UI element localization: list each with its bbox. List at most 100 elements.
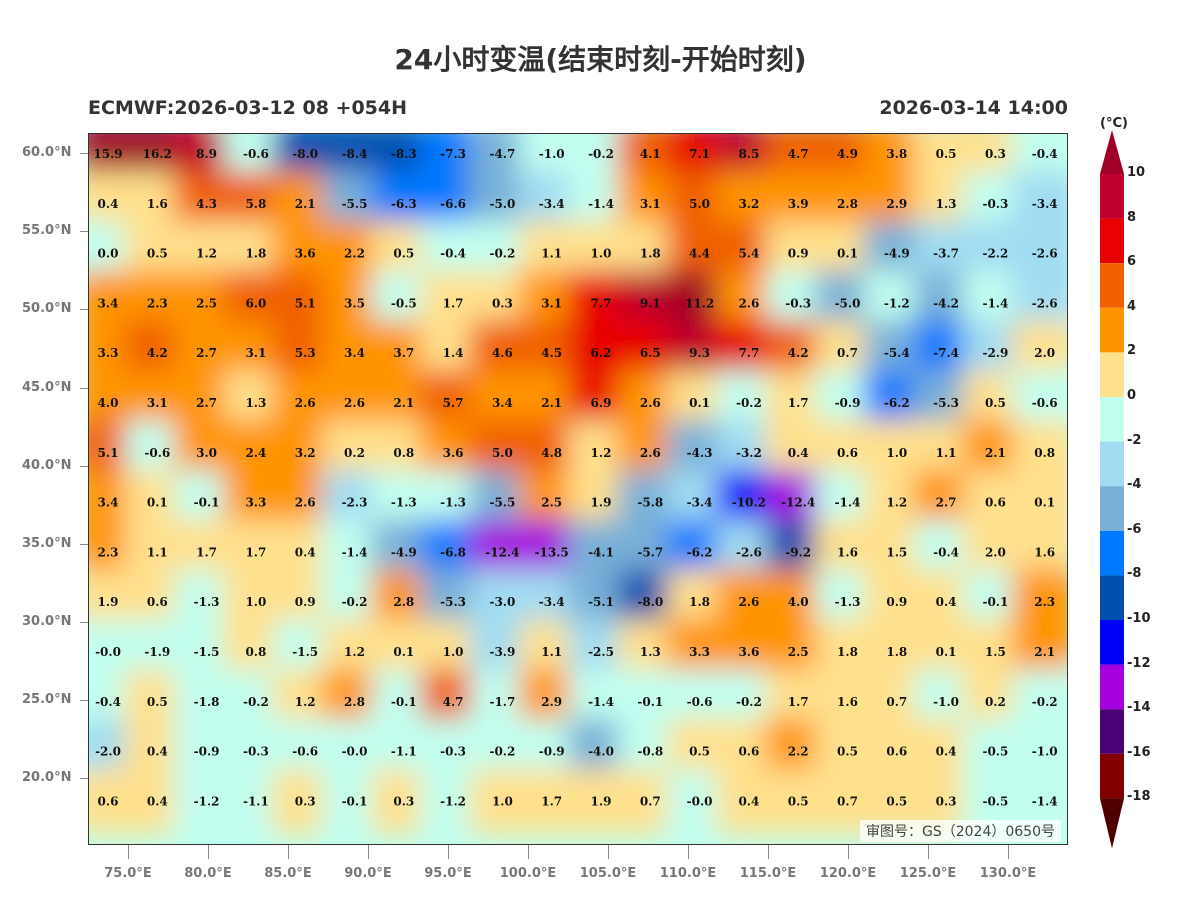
grid-value: 8.5 xyxy=(738,147,759,161)
lon-tick xyxy=(128,845,129,859)
grid-value: 9.1 xyxy=(640,296,661,310)
grid-value: -0.1 xyxy=(391,695,417,709)
grid-value: 1.2 xyxy=(344,645,365,659)
grid-value: 1.3 xyxy=(640,645,661,659)
grid-value: -2.3 xyxy=(342,496,368,510)
grid-value: -6.2 xyxy=(884,396,910,410)
grid-value: -0.9 xyxy=(194,745,220,759)
colorbar-unit: (°C) xyxy=(1100,116,1128,131)
grid-value: -0.2 xyxy=(489,247,515,261)
grid-value: 1.1 xyxy=(541,247,562,261)
colorbar-segment xyxy=(1100,307,1124,353)
lon-tick xyxy=(288,845,289,859)
grid-value: -1.3 xyxy=(391,496,417,510)
grid-value: -3.9 xyxy=(489,645,515,659)
colorbar-segment xyxy=(1100,664,1124,710)
grid-value: 1.8 xyxy=(640,247,661,261)
grid-value: -0.6 xyxy=(1032,396,1058,410)
grid-value: -0.0 xyxy=(95,645,121,659)
grid-value: -8.4 xyxy=(342,147,368,161)
grid-value: 4.9 xyxy=(837,147,858,161)
lon-label: 120.0°E xyxy=(819,866,877,881)
grid-value: 0.4 xyxy=(98,197,119,211)
colorbar-label: 4 xyxy=(1127,298,1137,314)
lon-label: 95.0°E xyxy=(424,866,472,881)
grid-value: 3.5 xyxy=(344,296,365,310)
grid-value: -0.6 xyxy=(144,446,170,460)
map-title: 24小时变温(结束时刻-开始时刻) xyxy=(394,43,807,76)
grid-value: -2.6 xyxy=(736,545,762,559)
lon-label: 105.0°E xyxy=(579,866,637,881)
colorbar-segment xyxy=(1100,530,1124,576)
colorbar-segment xyxy=(1100,575,1124,620)
grid-value: 0.1 xyxy=(393,645,414,659)
grid-value: -1.2 xyxy=(440,794,466,808)
lon-tick xyxy=(848,845,849,859)
colorbar-under-arrow xyxy=(1100,798,1124,849)
grid-value: 1.6 xyxy=(147,197,168,211)
grid-value: 0.5 xyxy=(837,745,858,759)
grid-value: -0.1 xyxy=(342,794,368,808)
lat-label: 35.0°N xyxy=(22,535,72,551)
grid-value: -0.4 xyxy=(95,695,121,709)
grid-value: 3.1 xyxy=(245,346,266,360)
grid-value: 3.4 xyxy=(98,296,119,310)
grid-value: -0.4 xyxy=(933,545,959,559)
grid-value: -8.0 xyxy=(292,147,318,161)
grid-value: 2.5 xyxy=(196,296,217,310)
lat-label: 55.0°N xyxy=(22,223,72,239)
lat-label: 60.0°N xyxy=(22,145,72,161)
grid-value: 0.3 xyxy=(492,296,513,310)
grid-value: -1.7 xyxy=(489,695,515,709)
grid-value: -5.4 xyxy=(884,346,910,360)
grid-value: 2.9 xyxy=(541,695,562,709)
grid-value: 2.1 xyxy=(1034,645,1055,659)
lon-label: 110.0°E xyxy=(659,866,717,881)
lon-label: 80.0°E xyxy=(184,866,232,881)
grid-value: 0.7 xyxy=(837,346,858,360)
grid-value: 2.1 xyxy=(295,197,316,211)
grid-value: 2.6 xyxy=(738,296,759,310)
grid-value: 0.5 xyxy=(985,396,1006,410)
grid-value: 3.4 xyxy=(492,396,513,410)
grid-values: 15.9 16.2 8.9 -0.6 -8.0 -8.4 -8.3 -7.3 -4.7 -1.0 -… xyxy=(93,147,1057,808)
grid-value: -0.2 xyxy=(342,595,368,609)
grid-value: 6.2 xyxy=(591,346,612,360)
colorbar-segment xyxy=(1100,397,1124,442)
grid-value: -1.5 xyxy=(194,645,220,659)
colorbar-segment xyxy=(1100,218,1124,264)
grid-value: 5.4 xyxy=(738,247,759,261)
lat-tick xyxy=(80,465,88,467)
grid-value: -0.2 xyxy=(1032,695,1058,709)
grid-value: 0.1 xyxy=(837,247,858,261)
grid-value: 1.3 xyxy=(936,197,957,211)
grid-value: 2.5 xyxy=(788,645,809,659)
grid-value: 1.5 xyxy=(886,545,907,559)
grid-value: -9.2 xyxy=(785,545,811,559)
grid-value: 3.9 xyxy=(788,197,809,211)
grid-value: 9.3 xyxy=(689,346,710,360)
lon-tick xyxy=(368,845,369,859)
grid-value: 4.7 xyxy=(443,695,464,709)
approval-number: 审图号：GS（2024）0650号 xyxy=(860,820,1061,842)
grid-value: 1.9 xyxy=(591,496,612,510)
grid-value: 4.2 xyxy=(788,346,809,360)
grid-value: -2.6 xyxy=(1032,247,1058,261)
grid-value: 1.1 xyxy=(541,645,562,659)
grid-value: -0.5 xyxy=(982,794,1008,808)
grid-value: -6.6 xyxy=(440,197,466,211)
grid-value: 1.7 xyxy=(196,545,217,559)
grid-value: 2.9 xyxy=(886,197,907,211)
grid-value: -12.4 xyxy=(781,496,815,510)
grid-value: -1.0 xyxy=(1032,745,1058,759)
grid-value: 2.5 xyxy=(541,496,562,510)
grid-value: 0.8 xyxy=(245,645,266,659)
grid-value: -1.3 xyxy=(835,595,861,609)
grid-value: 2.1 xyxy=(393,396,414,410)
grid-value: 3.6 xyxy=(738,645,759,659)
grid-value: 3.4 xyxy=(98,496,119,510)
grid-value: 0.4 xyxy=(738,794,759,808)
grid-value: 7.7 xyxy=(738,346,759,360)
grid-value: -0.4 xyxy=(1032,147,1058,161)
grid-value: 2.3 xyxy=(1034,595,1055,609)
